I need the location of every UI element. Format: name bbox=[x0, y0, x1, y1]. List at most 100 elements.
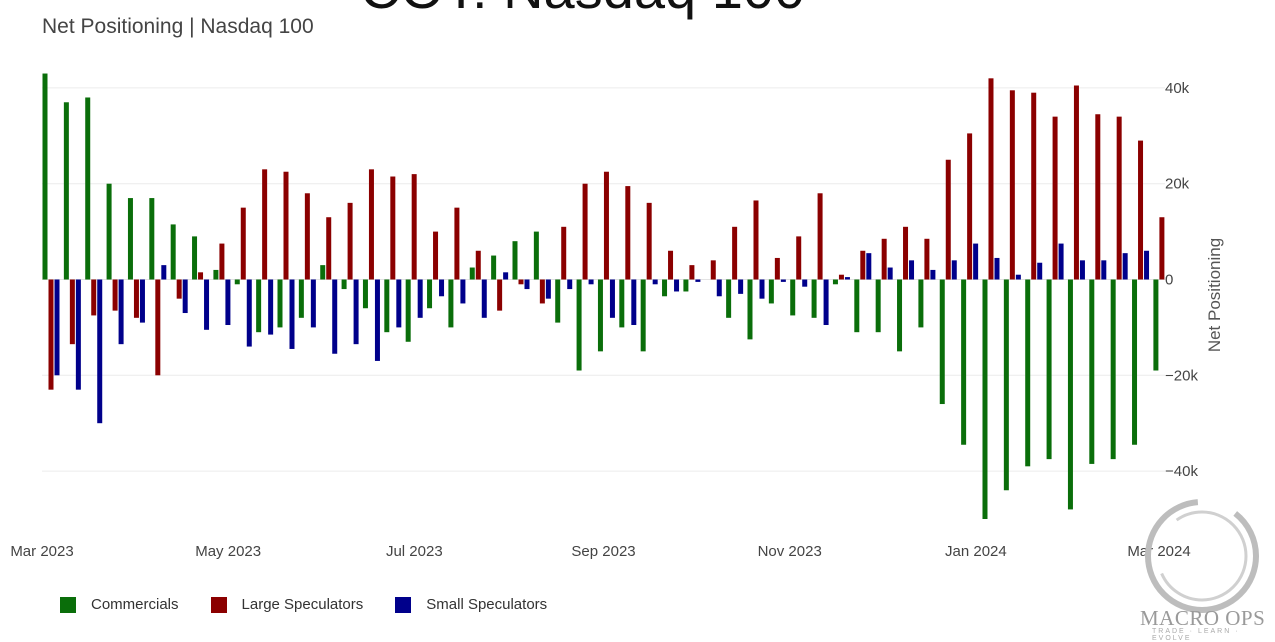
legend-item[interactable]: Large Speculators bbox=[210, 596, 364, 613]
logo-text: MACRO OPS bbox=[1140, 606, 1266, 630]
bar-small-speculators bbox=[374, 279, 380, 361]
legend-item[interactable]: Commercials bbox=[60, 596, 179, 613]
bar-large-speculators bbox=[860, 250, 866, 280]
bar-small-speculators bbox=[97, 279, 103, 424]
bar-commercials bbox=[341, 279, 347, 290]
bar-commercials bbox=[1003, 279, 1009, 491]
legend-label: Large Speculators bbox=[241, 596, 364, 613]
bar-large-speculators bbox=[1095, 114, 1101, 280]
bar-large-speculators bbox=[988, 78, 994, 280]
bar-large-speculators bbox=[603, 171, 609, 280]
bar-small-speculators bbox=[609, 279, 615, 318]
bar-commercials bbox=[277, 279, 283, 328]
bar-small-speculators bbox=[1144, 250, 1150, 280]
legend-item[interactable]: Small Speculators bbox=[395, 596, 547, 613]
bar-large-speculators bbox=[262, 169, 268, 280]
bar-small-speculators bbox=[545, 279, 551, 299]
bar-small-speculators bbox=[396, 279, 402, 328]
bar-large-speculators bbox=[668, 250, 674, 280]
legend-swatch bbox=[210, 596, 227, 613]
bar-large-speculators bbox=[497, 279, 503, 311]
bar-small-speculators bbox=[759, 279, 765, 299]
bar-commercials bbox=[320, 265, 326, 280]
bar-small-speculators bbox=[887, 267, 893, 280]
bar-small-speculators bbox=[182, 279, 188, 314]
bar-small-speculators bbox=[268, 279, 274, 335]
x-tick-label: May 2023 bbox=[195, 543, 261, 560]
bar-large-speculators bbox=[304, 193, 310, 280]
y-tick-label: −40k bbox=[1165, 463, 1198, 480]
bar-small-speculators bbox=[716, 279, 722, 297]
bar-commercials bbox=[597, 279, 603, 352]
bar-commercials bbox=[619, 279, 625, 328]
bar-small-speculators bbox=[481, 279, 487, 318]
bar-commercials bbox=[640, 279, 646, 352]
bar-large-speculators bbox=[774, 257, 780, 280]
bar-large-speculators bbox=[1031, 92, 1037, 280]
bar-small-speculators bbox=[674, 279, 680, 292]
bar-large-speculators bbox=[625, 186, 631, 280]
x-tick-label: Mar 2023 bbox=[10, 543, 73, 560]
bar-small-speculators bbox=[332, 279, 338, 354]
bar-commercials bbox=[85, 97, 91, 280]
bar-commercials bbox=[149, 198, 155, 280]
bar-small-speculators bbox=[823, 279, 829, 326]
bar-large-speculators bbox=[48, 279, 54, 390]
bar-large-speculators bbox=[283, 171, 289, 280]
bar-commercials bbox=[918, 279, 924, 328]
bar-commercials bbox=[982, 279, 988, 519]
bar-commercials bbox=[811, 279, 817, 318]
legend-label: Commercials bbox=[91, 596, 179, 613]
bar-small-speculators bbox=[54, 279, 60, 376]
bar-large-speculators bbox=[219, 243, 225, 280]
bar-commercials bbox=[63, 102, 69, 280]
legend-label: Small Speculators bbox=[426, 596, 548, 613]
y-tick-label: 40k bbox=[1165, 80, 1190, 97]
legend: Commercials Large Speculators Small Specul… bbox=[60, 596, 547, 613]
bar-small-speculators bbox=[1079, 260, 1085, 280]
bar-large-speculators bbox=[539, 279, 545, 304]
bar-large-speculators bbox=[1138, 140, 1144, 280]
bar-small-speculators bbox=[909, 260, 915, 280]
bar-small-speculators bbox=[951, 260, 957, 280]
bar-commercials bbox=[1046, 279, 1052, 460]
bar-small-speculators bbox=[353, 279, 359, 345]
bar-small-speculators bbox=[1122, 253, 1128, 280]
bar-commercials bbox=[533, 231, 539, 280]
bar-large-speculators bbox=[710, 260, 716, 280]
bar-large-speculators bbox=[1073, 85, 1079, 280]
bar-small-speculators bbox=[1101, 260, 1107, 280]
bar-small-speculators bbox=[1037, 262, 1043, 280]
bar-small-speculators bbox=[930, 269, 936, 280]
bar-large-speculators bbox=[112, 279, 118, 311]
bar-large-speculators bbox=[838, 274, 844, 280]
bar-large-speculators bbox=[198, 272, 204, 280]
bar-commercials bbox=[512, 241, 518, 280]
bar-commercials bbox=[384, 279, 390, 333]
bar-large-speculators bbox=[133, 279, 139, 318]
bar-small-speculators bbox=[439, 279, 445, 297]
bar-commercials bbox=[1067, 279, 1073, 510]
x-tick-label: Jul 2023 bbox=[386, 543, 443, 560]
y-tick-label: −20k bbox=[1165, 367, 1198, 384]
chart-title: Net Positioning | Nasdaq 100 bbox=[42, 15, 314, 38]
bar-commercials bbox=[127, 198, 133, 280]
bar-small-speculators bbox=[204, 279, 210, 330]
bar-large-speculators bbox=[881, 238, 887, 280]
bar-commercials bbox=[683, 279, 689, 292]
bar-commercials bbox=[42, 73, 48, 280]
bar-commercials bbox=[106, 183, 112, 280]
x-tick-label: Sep 2023 bbox=[571, 543, 635, 560]
logo-tagline: TRADE · LEARN · EVOLVE bbox=[1152, 628, 1240, 642]
bar-small-speculators bbox=[780, 279, 786, 282]
bar-commercials bbox=[1110, 279, 1116, 460]
bar-large-speculators bbox=[91, 279, 97, 316]
bar-large-speculators bbox=[454, 207, 460, 280]
bar-commercials bbox=[405, 279, 411, 342]
positioning-chart: 40k 20k 0 −20k −40k Mar 2023 May 2023 Jul 2023 S… bbox=[10, 73, 1224, 560]
bar-small-speculators bbox=[161, 265, 167, 280]
bar-small-speculators bbox=[246, 279, 252, 347]
bar-large-speculators bbox=[945, 159, 951, 280]
bar-small-speculators bbox=[738, 279, 744, 294]
bar-large-speculators bbox=[732, 226, 738, 280]
